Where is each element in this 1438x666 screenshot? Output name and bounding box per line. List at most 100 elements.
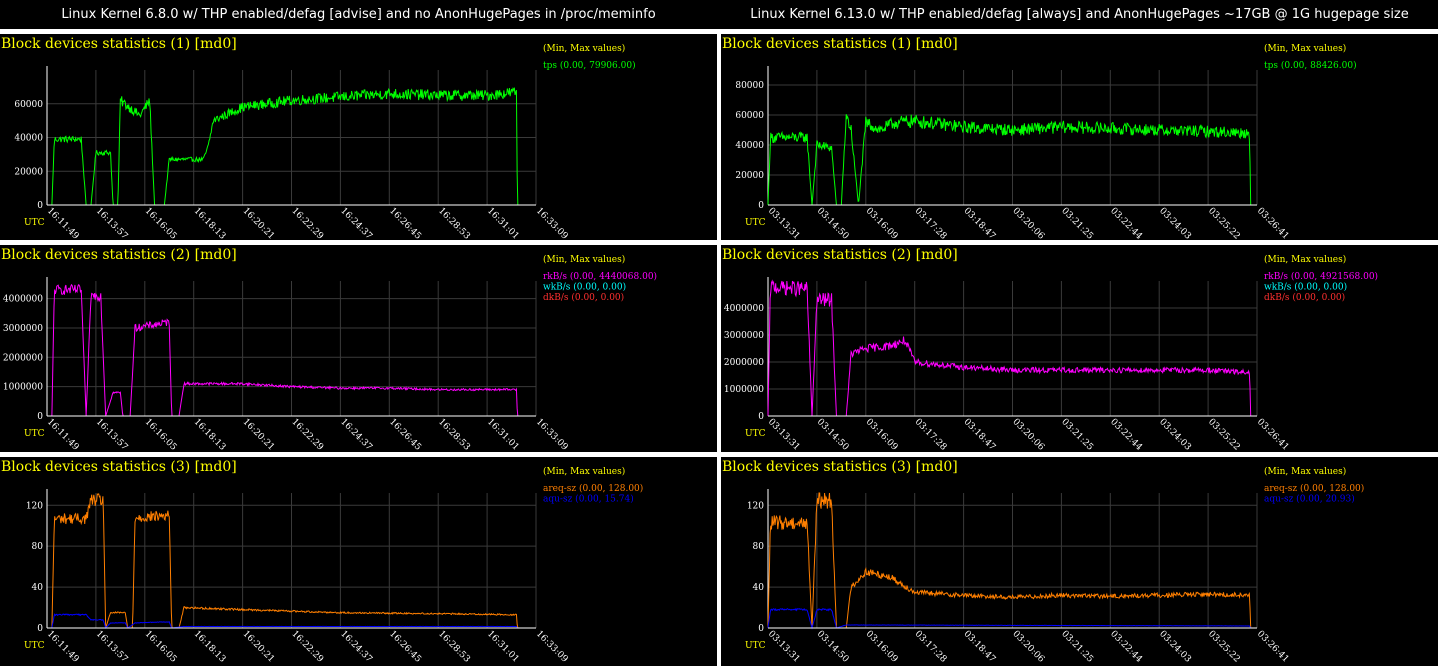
y-tick-label: 40: [753, 583, 765, 593]
x-tick-label: 03:17:28: [913, 629, 949, 665]
legend-entry-areq-sz: areq-sz (0.00, 128.00): [1264, 483, 1364, 494]
x-tick-label: 03:13:31: [766, 417, 802, 452]
legend-header: (Min, Max values): [543, 43, 625, 54]
x-tick-label: 16:26:45: [387, 417, 423, 452]
x-tick-label: 16:11:49: [45, 417, 81, 452]
legend-entry-dkB/s: dkB/s (0.00, 0.00): [1264, 292, 1345, 303]
right-column-title: Linux Kernel 6.13.0 w/ THP enabled/defag…: [721, 0, 1438, 30]
x-tick-label: 16:20:21: [240, 417, 276, 452]
x-tick-label: 16:22:29: [289, 629, 325, 665]
utc-label: UTC: [745, 429, 766, 439]
x-tick-label: 16:24:37: [338, 629, 374, 665]
x-tick-label: 03:22:44: [1108, 206, 1144, 240]
legend-entry-aqu-sz: aqu-sz (0.00, 20.93): [1264, 494, 1355, 505]
utc-label: UTC: [24, 641, 45, 651]
x-tick-label: 03:22:44: [1108, 629, 1144, 665]
x-tick-label: 03:18:47: [961, 417, 997, 452]
legend-header: (Min, Max values): [1264, 466, 1346, 477]
x-tick-label: 16:26:45: [387, 206, 423, 240]
x-tick-label: 03:13:31: [766, 206, 802, 240]
y-tick-label: 3000000: [3, 324, 43, 334]
x-tick-label: 03:13:31: [766, 629, 802, 665]
x-tick-label: 16:11:49: [45, 206, 81, 240]
utc-label: UTC: [24, 218, 45, 228]
legend-entry-wkB/s: wkB/s (0.00, 0.00): [543, 282, 626, 293]
x-tick-label: 03:21:25: [1059, 206, 1095, 240]
utc-label: UTC: [745, 641, 766, 651]
x-tick-label: 03:25:22: [1206, 417, 1242, 452]
legend-entry-rkB/s: rkB/s (0.00, 4921568.00): [1264, 271, 1378, 282]
x-tick-label: 16:31:01: [485, 417, 521, 452]
x-tick-label: 03:21:25: [1059, 417, 1095, 452]
x-tick-label: 03:22:44: [1108, 417, 1144, 452]
legend-entry-wkB/s: wkB/s (0.00, 0.00): [1264, 282, 1347, 293]
y-tick-label: 60000: [735, 111, 764, 121]
chart-panel-right-3: Block devices statistics (3) [md0] 0 40 80 1…: [721, 457, 1438, 666]
x-tick-label: 16:13:57: [94, 417, 130, 452]
series-line-tps: [767, 114, 1257, 206]
x-tick-label: 16:24:37: [338, 417, 374, 452]
x-tick-label: 16:31:01: [485, 206, 521, 240]
x-tick-label: 03:26:41: [1255, 629, 1291, 665]
chart-title: Block devices statistics (3) [md0]: [1, 459, 237, 475]
y-tick-label: 0: [37, 201, 43, 211]
y-tick-label: 80: [32, 542, 44, 552]
x-tick-label: 03:20:06: [1010, 206, 1046, 240]
y-tick-label: 3000000: [724, 331, 764, 341]
x-tick-label: 03:16:09: [864, 417, 900, 452]
utc-label: UTC: [24, 429, 45, 439]
x-tick-label: 03:26:41: [1255, 206, 1291, 240]
x-tick-label: 03:18:47: [961, 629, 997, 665]
chart-title: Block devices statistics (3) [md0]: [722, 459, 958, 475]
chart-panel-left-2: Block devices statistics (2) [md0] 0 10000…: [0, 245, 717, 452]
chart-panel-left-3: Block devices statistics (3) [md0] 0 40 80 1…: [0, 457, 717, 666]
legend-header: (Min, Max values): [1264, 254, 1346, 265]
x-tick-label: 03:24:03: [1157, 206, 1193, 240]
x-tick-label: 03:21:25: [1059, 629, 1095, 665]
x-tick-label: 16:16:05: [143, 629, 179, 665]
y-tick-label: 1000000: [724, 385, 764, 395]
y-tick-label: 120: [747, 501, 764, 511]
y-tick-label: 0: [758, 412, 764, 422]
legend-entry-rkB/s: rkB/s (0.00, 4440068.00): [543, 271, 657, 282]
chart-title: Block devices statistics (1) [md0]: [722, 36, 958, 52]
x-tick-label: 16:33:09: [534, 629, 570, 665]
chart-panel-right-1: Block devices statistics (1) [md0] 0 20000…: [721, 34, 1438, 240]
x-tick-label: 03:26:41: [1255, 417, 1291, 452]
legend-header: (Min, Max values): [543, 254, 625, 265]
y-tick-label: 4000000: [3, 295, 43, 305]
chart-panel-right-2: Block devices statistics (2) [md0] 0 10000…: [721, 245, 1438, 452]
y-tick-label: 40000: [735, 141, 764, 151]
column-separator: [717, 30, 721, 666]
series-line-aqu-sz: [47, 613, 536, 629]
x-tick-label: 16:18:13: [192, 417, 228, 452]
x-tick-label: 16:13:57: [94, 206, 130, 240]
x-tick-label: 16:28:53: [436, 206, 472, 240]
x-tick-label: 16:22:29: [289, 206, 325, 240]
x-tick-label: 03:14:50: [815, 629, 851, 665]
x-tick-label: 03:18:47: [961, 206, 997, 240]
legend-entry-tps: tps (0.00, 79906.00): [543, 60, 636, 71]
y-tick-label: 20000: [14, 167, 43, 177]
utc-label: UTC: [745, 218, 766, 228]
x-tick-label: 16:31:01: [485, 629, 521, 665]
y-tick-label: 4000000: [724, 304, 764, 314]
x-tick-label: 16:28:53: [436, 417, 472, 452]
x-tick-label: 03:25:22: [1206, 206, 1242, 240]
x-tick-label: 03:14:50: [815, 206, 851, 240]
chart-title: Block devices statistics (2) [md0]: [722, 247, 958, 263]
legend-header: (Min, Max values): [1264, 43, 1346, 54]
y-tick-label: 80: [753, 542, 765, 552]
y-tick-label: 80000: [735, 81, 764, 91]
x-tick-label: 03:17:28: [913, 417, 949, 452]
chart-title: Block devices statistics (1) [md0]: [1, 36, 237, 52]
x-tick-label: 03:20:06: [1010, 417, 1046, 452]
x-tick-label: 03:25:22: [1206, 629, 1242, 665]
x-tick-label: 03:24:03: [1157, 629, 1193, 665]
chart-panel-left-1: Block devices statistics (1) [md0] 0 20000…: [0, 34, 717, 240]
x-tick-label: 16:33:09: [534, 417, 570, 452]
x-tick-label: 03:24:03: [1157, 417, 1193, 452]
x-tick-label: 16:13:57: [94, 629, 130, 665]
legend-entry-dkB/s: dkB/s (0.00, 0.00): [543, 292, 624, 303]
y-tick-label: 0: [37, 624, 43, 634]
